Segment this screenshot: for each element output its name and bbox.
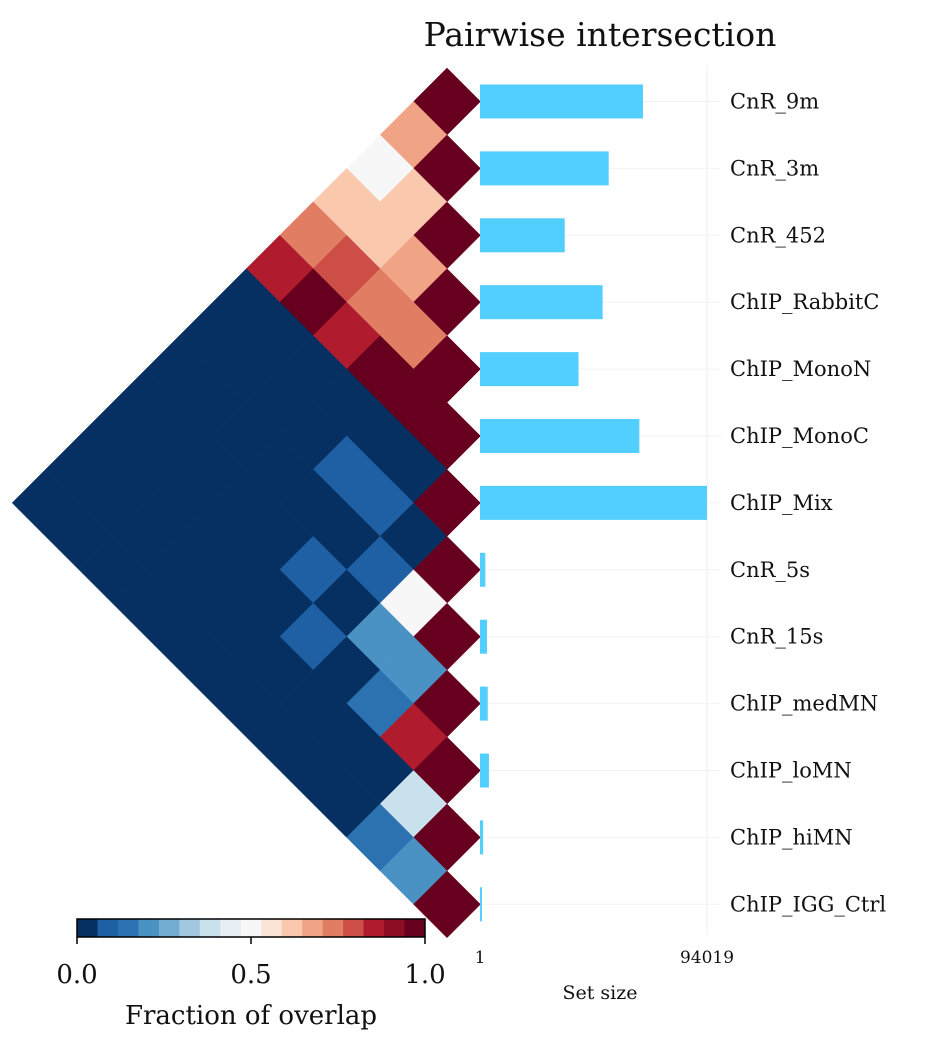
set-label-CnR_9m: CnR_9m bbox=[730, 90, 819, 114]
colorbar-tick-0.0: 0.0 bbox=[56, 960, 97, 990]
bar-CnR_9m bbox=[480, 84, 643, 119]
set-size-bar-chart: CnR_9m CnR_3m CnR_452 ChIP_RabbitC ChIP_Mono… bbox=[475, 66, 886, 968]
bar-ChIP_Mix bbox=[480, 485, 707, 520]
bar-ChIP_medMN bbox=[480, 686, 488, 721]
bar-CnR_3m bbox=[480, 151, 609, 186]
set-label-CnR_452: CnR_452 bbox=[730, 223, 826, 247]
set-label-ChIP_MonoC: ChIP_MonoC bbox=[730, 424, 869, 448]
overlap-heatmap bbox=[11, 67, 481, 939]
colorbar-segment bbox=[77, 919, 98, 937]
bar-ChIP_RabbitC bbox=[480, 285, 603, 320]
chart-title: Pairwise intersection bbox=[424, 15, 777, 54]
colorbar-segment bbox=[363, 919, 385, 937]
colorbar-tick-0.5: 0.5 bbox=[230, 960, 271, 990]
colorbar-segment bbox=[117, 919, 139, 937]
bar-CnR_15s bbox=[480, 619, 487, 654]
set-label-CnR_5s: CnR_5s bbox=[730, 558, 810, 582]
colorbar-segment bbox=[199, 919, 221, 937]
colorbar-segment bbox=[261, 919, 283, 937]
bar-CnR_452 bbox=[480, 218, 565, 253]
bar-x-tick-94019: 94019 bbox=[680, 948, 734, 968]
bar-x-tick-1: 1 bbox=[475, 948, 486, 968]
colorbar-segment bbox=[281, 919, 303, 937]
colorbar-tick-1.0: 1.0 bbox=[404, 960, 445, 990]
bar-x-axis-label: Set size bbox=[562, 982, 637, 1004]
bar-ChIP_hiMN bbox=[480, 820, 484, 855]
bar-ChIP_loMN bbox=[480, 753, 489, 788]
colorbar-segment bbox=[404, 919, 426, 937]
colorbar-segment bbox=[138, 919, 160, 937]
set-label-ChIP_medMN: ChIP_medMN bbox=[730, 692, 878, 716]
set-label-ChIP_loMN: ChIP_loMN bbox=[730, 759, 852, 783]
set-label-ChIP_RabbitC: ChIP_RabbitC bbox=[730, 290, 879, 314]
set-label-ChIP_MonoN: ChIP_MonoN bbox=[730, 357, 871, 381]
colorbar-label: Fraction of overlap bbox=[125, 1001, 377, 1031]
set-label-ChIP_hiMN: ChIP_hiMN bbox=[730, 825, 853, 849]
colorbar-segment bbox=[158, 919, 180, 937]
bar-ChIP_MonoN bbox=[480, 352, 579, 387]
colorbar-segment bbox=[240, 919, 262, 937]
set-label-ChIP_Mix: ChIP_Mix bbox=[730, 491, 833, 515]
colorbar-segment bbox=[384, 919, 406, 937]
heatmap-cell-ChIP_IGG_Ctrl-ChIP_IGG_Ctrl bbox=[413, 870, 481, 939]
set-label-CnR_3m: CnR_3m bbox=[730, 156, 819, 180]
colorbar-segment bbox=[220, 919, 242, 937]
bar-ChIP_MonoC bbox=[480, 419, 640, 453]
bar-CnR_5s bbox=[480, 552, 486, 587]
set-label-ChIP_IGG_Ctrl: ChIP_IGG_Ctrl bbox=[730, 892, 886, 916]
colorbar-segment bbox=[322, 919, 344, 937]
colorbar-segment bbox=[179, 919, 201, 937]
colorbar-segment bbox=[97, 919, 119, 937]
bar-ChIP_IGG_Ctrl bbox=[480, 887, 482, 922]
colorbar-segment bbox=[302, 919, 324, 937]
colorbar-segment bbox=[343, 919, 365, 937]
colorbar: 0.0 0.5 1.0 bbox=[56, 918, 446, 990]
set-label-CnR_15s: CnR_15s bbox=[730, 625, 823, 649]
